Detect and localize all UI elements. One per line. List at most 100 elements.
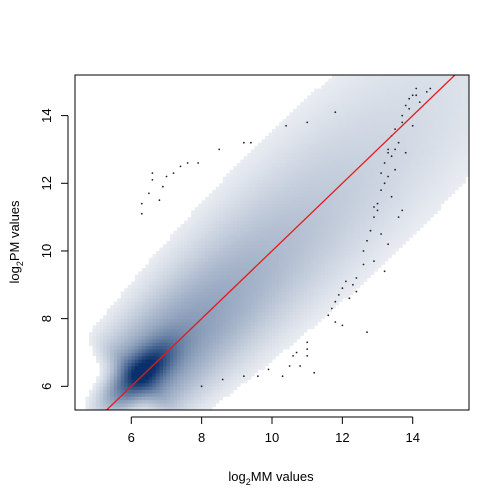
density-cell	[391, 234, 396, 238]
density-cell	[184, 396, 188, 401]
density-cell	[99, 352, 104, 357]
density-cell	[205, 217, 210, 221]
density-cell	[370, 95, 375, 100]
density-cell	[229, 376, 234, 380]
density-cell	[352, 176, 357, 181]
density-cell	[243, 278, 248, 282]
density-cell	[159, 403, 164, 407]
density-cell	[293, 156, 297, 160]
density-cell	[243, 240, 248, 245]
density-cell	[338, 108, 343, 113]
density-cell	[282, 261, 287, 265]
density-cell	[328, 230, 333, 235]
density-cell	[117, 406, 122, 410]
density-cell	[250, 196, 255, 201]
density-cell	[250, 179, 255, 184]
density-cell	[236, 332, 241, 336]
density-cell	[148, 372, 153, 377]
density-cell	[328, 132, 333, 137]
density-cell	[303, 162, 308, 167]
density-cell	[187, 294, 192, 299]
density-cell	[338, 284, 343, 289]
density-cell	[345, 230, 350, 235]
density-cell	[335, 234, 340, 238]
density-cell	[352, 78, 357, 83]
density-cell	[296, 176, 301, 181]
density-cell	[300, 278, 305, 282]
density-cell	[187, 386, 192, 391]
density-cell	[268, 342, 273, 347]
density-cell	[177, 264, 181, 269]
density-cell	[366, 81, 371, 86]
density-cell	[194, 250, 199, 255]
density-cell	[359, 217, 364, 221]
density-cell	[272, 149, 276, 154]
density-cell	[212, 342, 217, 347]
density-cell	[335, 267, 340, 272]
density-cell	[173, 308, 178, 313]
density-cell	[257, 166, 262, 171]
density-cell	[272, 227, 276, 231]
density-cell	[187, 267, 192, 272]
density-cell	[194, 244, 199, 248]
density-cell	[124, 403, 129, 407]
density-cell	[272, 335, 276, 340]
density-cell	[103, 393, 108, 397]
density-cell	[215, 322, 220, 326]
density-cell	[264, 278, 269, 282]
density-cell	[296, 203, 301, 208]
density-cell	[275, 200, 280, 204]
density-cell	[243, 366, 248, 370]
density-cell	[335, 230, 340, 235]
density-cell	[352, 142, 357, 147]
density-cell	[349, 264, 354, 269]
density-cell	[370, 240, 375, 245]
density-cell	[381, 240, 385, 245]
density-cell	[222, 335, 227, 340]
density-cell	[177, 372, 181, 377]
density-cell	[321, 210, 326, 215]
density-cell	[352, 250, 357, 255]
density-cell	[120, 301, 125, 306]
density-cell	[286, 305, 290, 309]
density-cell	[106, 345, 111, 350]
density-cell	[205, 393, 210, 397]
density-cell	[331, 271, 336, 275]
density-cell	[314, 210, 319, 215]
density-cell	[254, 162, 259, 167]
density-cell	[275, 257, 280, 262]
density-cell	[131, 298, 136, 303]
density-cell	[272, 264, 276, 269]
density-cell	[134, 406, 139, 410]
density-cell	[212, 359, 217, 363]
density-cell	[356, 240, 361, 245]
density-cell	[282, 149, 287, 154]
density-cell	[374, 200, 378, 204]
density-cell	[138, 335, 143, 340]
density-cell	[381, 149, 385, 154]
density-cell	[307, 274, 312, 279]
density-cell	[377, 81, 382, 86]
density-cell	[127, 325, 132, 330]
density-cell	[162, 264, 167, 269]
density-cell	[303, 305, 308, 309]
density-cell	[359, 75, 364, 79]
density-cell	[92, 335, 97, 340]
density-cell	[293, 308, 297, 313]
density-cell	[370, 81, 375, 86]
density-cell	[201, 288, 206, 292]
density-cell	[321, 169, 326, 174]
density-cell	[254, 288, 259, 292]
density-cell	[279, 206, 283, 211]
density-cell	[307, 227, 312, 231]
density-cell	[205, 315, 210, 319]
density-cell	[254, 332, 259, 336]
density-cell	[236, 379, 241, 384]
density-cell	[148, 278, 153, 282]
density-cell	[310, 254, 315, 259]
density-cell	[159, 349, 164, 353]
density-cell	[215, 352, 220, 357]
density-cell	[215, 200, 220, 204]
density-cell	[289, 169, 294, 174]
density-cell	[335, 203, 340, 208]
